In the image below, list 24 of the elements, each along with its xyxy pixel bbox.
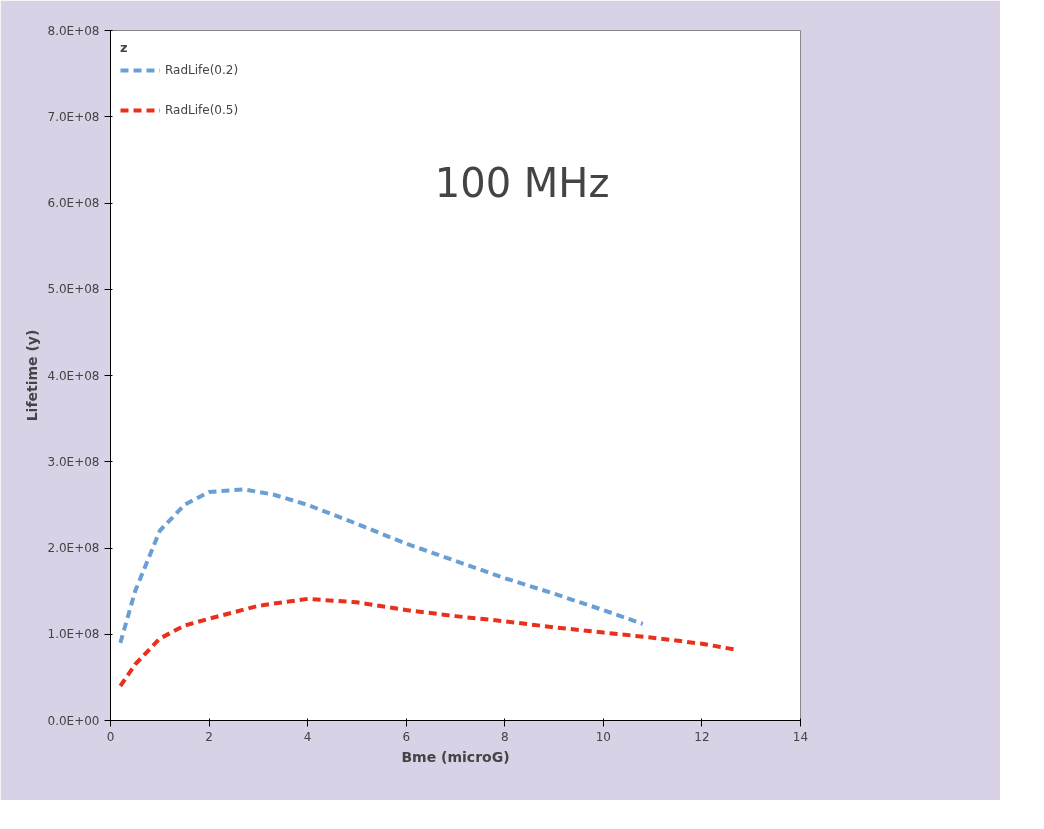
legend-label: RadLife(0.5) xyxy=(165,103,239,117)
y-tick-label: 2.0E+08 xyxy=(47,541,100,555)
annotation: 100 MHz xyxy=(434,160,610,207)
y-tick-label: 8.0E+08 xyxy=(47,23,100,38)
y-tick-label: 4.0E+08 xyxy=(47,368,100,383)
legend-label: RadLife(0.2) xyxy=(165,63,239,77)
x-tick-label: 6 xyxy=(402,729,411,744)
y-axis-title: Lifetime (y) xyxy=(23,329,40,422)
y-tick-label: 6.0E+08 xyxy=(47,196,100,210)
x-tick-label: 2 xyxy=(205,729,213,744)
y-tick-label: 1.0E+08 xyxy=(47,627,100,642)
y-tick-label: 5.0E+08 xyxy=(47,282,100,297)
x-axis-title: Bme (microG) xyxy=(401,748,510,765)
legend-title: z xyxy=(120,40,129,55)
x-tick-label: 14 xyxy=(792,729,809,744)
x-tick-label: 10 xyxy=(595,729,611,744)
x-tick-label: 8 xyxy=(500,729,509,744)
x-tick-label: 12 xyxy=(694,729,710,744)
y-tick-label: 3.0E+08 xyxy=(47,454,100,469)
line-series xyxy=(118,487,645,645)
x-tick-label: 0 xyxy=(106,729,115,744)
x-tick-label: 4 xyxy=(303,729,312,744)
y-tick-label: 0.0E+00 xyxy=(47,713,100,728)
y-tick-label: 7.0E+08 xyxy=(47,109,100,124)
